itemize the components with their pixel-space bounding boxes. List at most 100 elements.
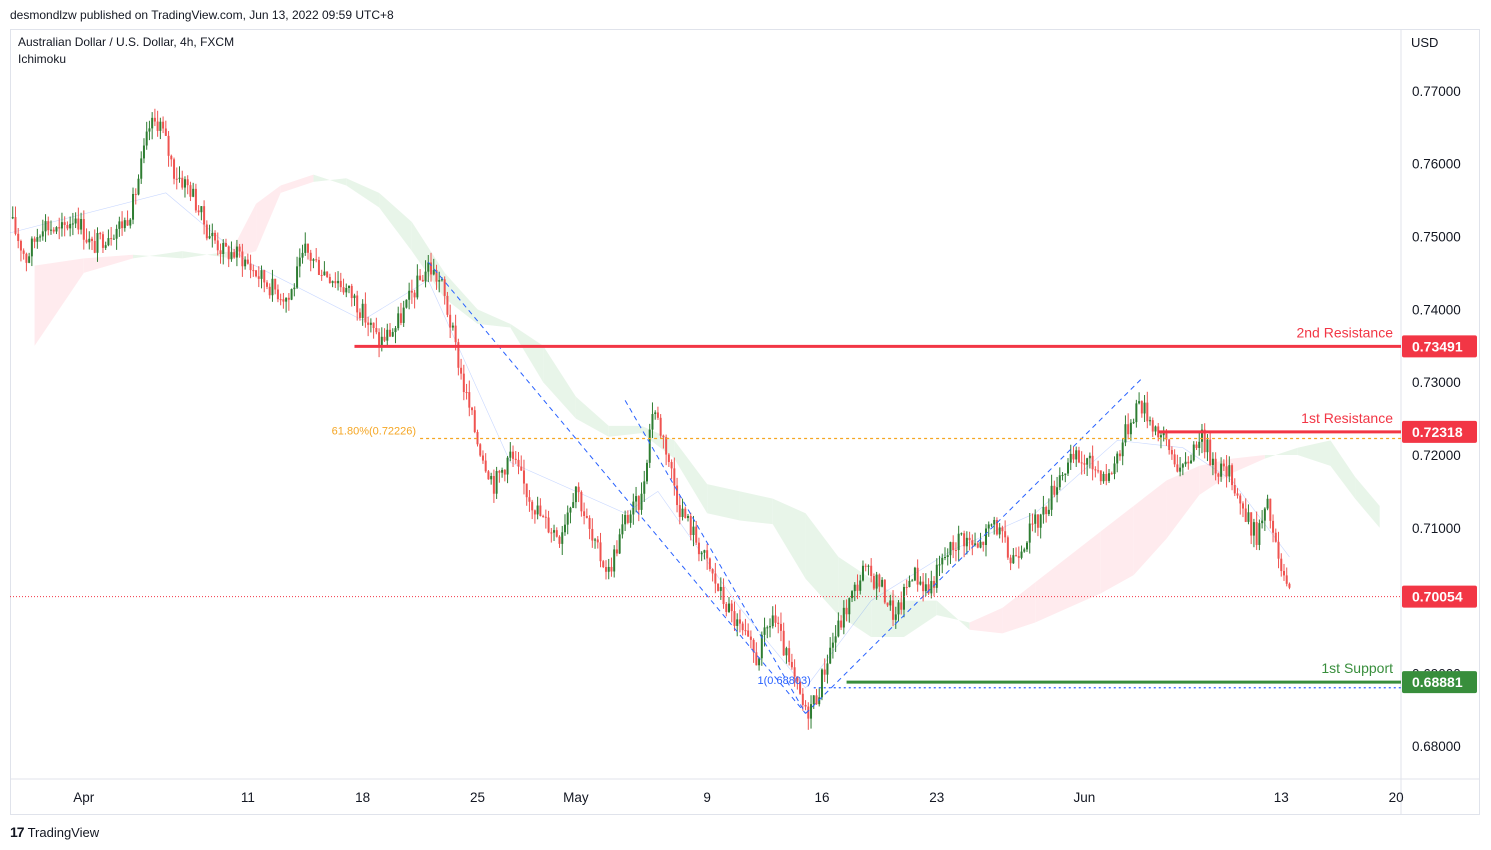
candle-body — [624, 514, 627, 525]
candle-body — [894, 614, 897, 620]
candle-body — [263, 270, 266, 283]
candle-body — [1050, 485, 1053, 510]
tenkan-polyline — [9, 192, 1290, 689]
candle-body — [110, 238, 113, 240]
candle-body — [399, 313, 402, 323]
candle-body — [771, 615, 774, 627]
candle-body — [1176, 464, 1179, 472]
candle-body — [397, 313, 400, 329]
candle-body — [252, 270, 255, 272]
candle-body — [1047, 509, 1050, 515]
time-axis[interactable]: Apr 11 18 25 May 9 16 23 Jun 13 20 — [73, 790, 1403, 805]
candle-body — [801, 693, 804, 705]
candle-body — [692, 526, 695, 536]
candle-body — [687, 515, 690, 518]
candle-body — [255, 270, 258, 277]
candle-body — [522, 470, 525, 484]
time-tick-label: 16 — [814, 790, 829, 805]
candle-body — [11, 217, 14, 219]
price-axis[interactable]: 0.77000 0.76000 0.75000 0.74000 0.73000 0.720… — [1402, 84, 1477, 754]
candle-body — [315, 259, 318, 261]
candle-body — [293, 287, 296, 290]
candle-body — [460, 367, 463, 374]
candle-body — [834, 636, 837, 643]
candle-body — [126, 220, 129, 226]
tradingview-logo-icon: 17 — [10, 824, 25, 840]
candle-body — [432, 270, 435, 275]
indicator-label: Ichimoku — [18, 52, 66, 66]
candle-body — [162, 121, 165, 129]
candle-body — [645, 462, 648, 482]
candle-body — [528, 497, 531, 502]
chart-frame — [10, 29, 1480, 815]
tradingview-footer[interactable]: 17 TradingView — [10, 824, 99, 840]
candle-body — [1244, 508, 1247, 522]
cloud-segment — [1133, 480, 1167, 576]
price-tick-label: 0.74000 — [1412, 302, 1461, 317]
candle-body — [853, 584, 856, 592]
candle-body — [216, 240, 219, 251]
candle-body — [22, 250, 25, 254]
candle-body — [93, 240, 96, 253]
candle-body — [1099, 470, 1102, 482]
candle-body — [941, 557, 944, 565]
candle-body — [788, 648, 791, 662]
candle-body — [1045, 507, 1048, 515]
candle-body — [583, 511, 586, 517]
candle-body — [1042, 507, 1045, 515]
candle-body — [1241, 503, 1244, 509]
candle-body — [684, 508, 687, 518]
cloud-segment — [739, 491, 773, 525]
candle-body — [1143, 402, 1146, 414]
candle-body — [544, 516, 547, 518]
candle-body — [41, 231, 44, 237]
candle-body — [104, 245, 107, 248]
cloud-segment — [805, 513, 839, 616]
candle-body — [1110, 473, 1113, 475]
candle-body — [1149, 420, 1152, 422]
candle-body — [662, 435, 665, 438]
candle-body — [703, 550, 706, 553]
candle-body — [1217, 473, 1220, 477]
candle-body — [829, 647, 832, 664]
cloud-segment — [280, 174, 314, 193]
cloud-segment — [346, 178, 380, 208]
candle-body — [908, 580, 911, 588]
candle-body — [610, 566, 613, 572]
candle-body — [33, 238, 36, 242]
candle-body — [1058, 475, 1061, 488]
candle-body — [449, 314, 452, 328]
candle-body — [760, 634, 763, 659]
cloud-segment — [936, 600, 970, 630]
candle-body — [1091, 455, 1094, 470]
level-name: 1st Support — [1321, 660, 1393, 676]
candle-body — [96, 232, 99, 253]
candle-body — [468, 392, 471, 408]
candle-body — [402, 307, 405, 323]
candle-body — [700, 552, 703, 555]
cloud-segment — [1330, 440, 1356, 499]
time-tick-label: Jun — [1074, 790, 1096, 805]
candle-body — [413, 292, 416, 298]
candle-body — [1064, 473, 1067, 475]
candle-body — [799, 681, 802, 694]
candle-body — [1004, 531, 1007, 538]
candle-body — [741, 623, 744, 631]
candle-body — [378, 332, 381, 348]
candle-body — [1001, 527, 1004, 532]
cloud-segment — [1035, 556, 1069, 623]
candle-body — [471, 407, 474, 411]
cloud-segment — [543, 345, 576, 419]
candle-body — [1274, 532, 1277, 542]
candle-body — [577, 486, 580, 492]
candle-body — [796, 676, 799, 682]
candle-body — [818, 697, 821, 705]
cloud-segment — [256, 185, 281, 252]
candle-body — [935, 564, 938, 588]
candle-body — [364, 303, 367, 323]
cloud-segment — [133, 251, 183, 259]
candle-body — [52, 229, 55, 232]
candle-body — [900, 602, 903, 610]
candle-body — [569, 507, 572, 513]
